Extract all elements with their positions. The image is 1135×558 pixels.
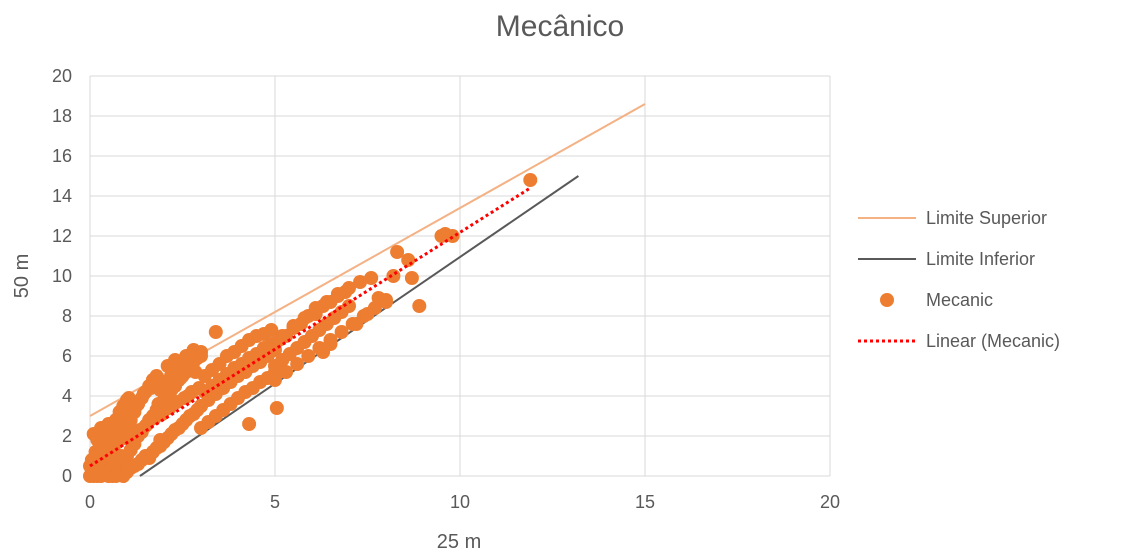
data-point <box>153 433 168 447</box>
data-point <box>279 365 294 379</box>
data-point <box>105 429 120 443</box>
series-lines <box>89 103 646 477</box>
data-point <box>401 253 416 267</box>
x-tick-label: 5 <box>270 492 280 512</box>
data-point <box>349 317 364 331</box>
chart-title: Mecânico <box>496 10 624 43</box>
data-point <box>308 301 323 315</box>
y-axis-label: 50 m <box>11 254 33 298</box>
data-point <box>404 271 419 285</box>
data-point <box>269 401 284 415</box>
trendline-path <box>89 186 532 468</box>
data-point <box>97 439 112 453</box>
data-point <box>360 307 375 321</box>
data-point <box>158 389 173 403</box>
data-point <box>445 229 460 243</box>
grid-lines <box>89 75 831 477</box>
data-point <box>242 417 257 431</box>
data-point <box>208 325 223 339</box>
trendline <box>89 186 532 468</box>
data-point <box>342 299 356 313</box>
data-point <box>129 399 144 413</box>
y-tick-label: 14 <box>52 186 72 206</box>
data-point <box>412 299 427 313</box>
data-point <box>390 245 405 259</box>
data-point <box>379 295 393 309</box>
data-point <box>316 345 331 359</box>
axes: 0 2 4 6 8 10 12 14 16 18 20 0 5 10 15 20 <box>52 66 840 512</box>
x-tick-label: 0 <box>85 492 95 512</box>
x-axis-label: 25 m <box>437 531 481 553</box>
data-point <box>173 371 188 385</box>
legend: Limite Superior Limite Inferior Mecanic Lin… <box>858 208 1060 351</box>
data-point <box>297 311 312 325</box>
data-point <box>275 329 290 343</box>
data-point <box>268 373 282 387</box>
data-point <box>334 325 349 339</box>
data-point <box>194 349 208 363</box>
legend-label: Mecanic <box>926 290 993 310</box>
data-point <box>264 323 279 337</box>
data-point <box>286 319 301 333</box>
legend-label: Limite Superior <box>926 208 1047 228</box>
y-tick-label: 2 <box>62 426 72 446</box>
data-point <box>330 287 345 301</box>
data-point <box>319 295 334 309</box>
data-point <box>523 173 538 187</box>
legend-marker <box>880 293 894 307</box>
data-point <box>342 281 356 295</box>
y-tick-label: 0 <box>62 466 72 486</box>
y-tick-label: 10 <box>52 266 72 286</box>
x-tick-label: 10 <box>450 492 470 512</box>
legend-label: Limite Inferior <box>926 249 1035 269</box>
y-tick-label: 12 <box>52 226 72 246</box>
data-point <box>90 469 105 483</box>
x-tick-label: 20 <box>820 492 840 512</box>
legend-label: Linear (Mecanic) <box>926 331 1060 351</box>
data-point <box>364 271 379 285</box>
y-tick-label: 18 <box>52 106 72 126</box>
data-point <box>386 269 401 283</box>
y-tick-label: 8 <box>62 306 72 326</box>
y-tick-label: 16 <box>52 146 72 166</box>
y-tick-label: 20 <box>52 66 72 86</box>
x-tick-label: 15 <box>635 492 655 512</box>
y-tick-label: 4 <box>62 386 72 406</box>
data-point <box>105 469 120 483</box>
data-point <box>144 381 159 395</box>
data-point <box>353 275 368 289</box>
data-point <box>290 357 305 371</box>
data-point <box>301 349 316 363</box>
y-tick-label: 6 <box>62 346 72 366</box>
